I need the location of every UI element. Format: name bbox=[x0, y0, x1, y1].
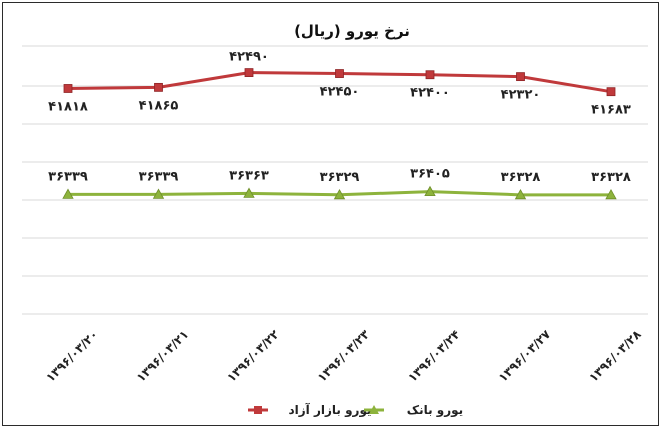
data-point bbox=[244, 68, 254, 77]
data-labels: ۴۱۸۱۸ ۴۱۸۶۵ ۴۲۴۹۰ ۴۲۴۵۰ ۴۲۴۰۰ ۴۲۳۲۰ ۴۱۶۸۳ ۳۶۳۳۹… bbox=[48, 50, 631, 185]
legend: یورو بازار آزاد یورو بانک bbox=[248, 402, 463, 418]
x-tick-label: ۱۳۹۶/۰۳/۲۱ bbox=[134, 327, 192, 385]
data-point bbox=[606, 87, 616, 97]
data-label: ۳۶۴۰۵ bbox=[410, 167, 450, 182]
x-axis-ticks: ۱۳۹۶/۰۳/۲۰ ۱۳۹۶/۰۳/۲۱ ۱۳۹۶/۰۳/۲۲ ۱۳۹۶/۰۳/۲۳… bbox=[43, 327, 644, 385]
data-point bbox=[333, 188, 346, 200]
x-tick-label: ۱۳۹۶/۰۳/۲۳ bbox=[315, 327, 373, 385]
data-label: ۴۱۸۶۵ bbox=[139, 98, 179, 113]
data-label: ۴۲۴۹۰ bbox=[229, 50, 269, 65]
x-tick-label: ۱۳۹۶/۰۳/۲۴ bbox=[405, 327, 463, 385]
data-label: ۳۶۳۳۹ bbox=[48, 169, 88, 184]
legend-label: یورو بانک bbox=[407, 403, 463, 418]
data-point bbox=[425, 70, 435, 80]
data-label: ۴۲۴۵۰ bbox=[320, 85, 360, 100]
data-point bbox=[152, 188, 165, 199]
data-label: ۳۶۳۲۹ bbox=[320, 170, 360, 185]
x-tick-label: ۱۳۹۶/۰۳/۲۷ bbox=[496, 327, 554, 385]
data-label: ۳۶۳۳۹ bbox=[139, 169, 179, 184]
series-layer bbox=[62, 68, 617, 200]
data-point bbox=[424, 185, 436, 197]
data-label: ۳۶۳۲۸ bbox=[501, 170, 541, 185]
legend-label: یورو بازار آزاد bbox=[289, 402, 372, 418]
x-tick-label: ۱۳۹۶/۰۳/۲۰ bbox=[43, 327, 101, 385]
data-point bbox=[63, 84, 73, 93]
data-point bbox=[516, 72, 525, 82]
gridlines bbox=[22, 45, 648, 315]
data-label: ۳۶۳۲۸ bbox=[591, 170, 631, 185]
data-label: ۴۲۴۰۰ bbox=[410, 86, 450, 101]
chart-title: نرخ یورو (ریال) bbox=[294, 22, 410, 40]
legend-marker bbox=[369, 405, 379, 414]
data-label: ۴۱۸۱۸ bbox=[48, 99, 88, 114]
x-tick-label: ۱۳۹۶/۰۳/۲۲ bbox=[224, 327, 282, 385]
data-point bbox=[62, 188, 74, 199]
data-label: ۴۲۳۲۰ bbox=[501, 88, 541, 103]
data-point bbox=[243, 187, 255, 198]
data-point bbox=[335, 69, 344, 78]
data-point bbox=[605, 189, 617, 200]
data-point bbox=[514, 189, 527, 200]
data-point bbox=[154, 82, 163, 92]
x-tick-label: ۱۳۹۶/۰۳/۲۸ bbox=[586, 327, 644, 385]
data-label: ۴۱۶۸۳ bbox=[591, 103, 631, 118]
legend-marker bbox=[254, 406, 262, 414]
data-label: ۳۶۳۶۳ bbox=[229, 168, 269, 183]
